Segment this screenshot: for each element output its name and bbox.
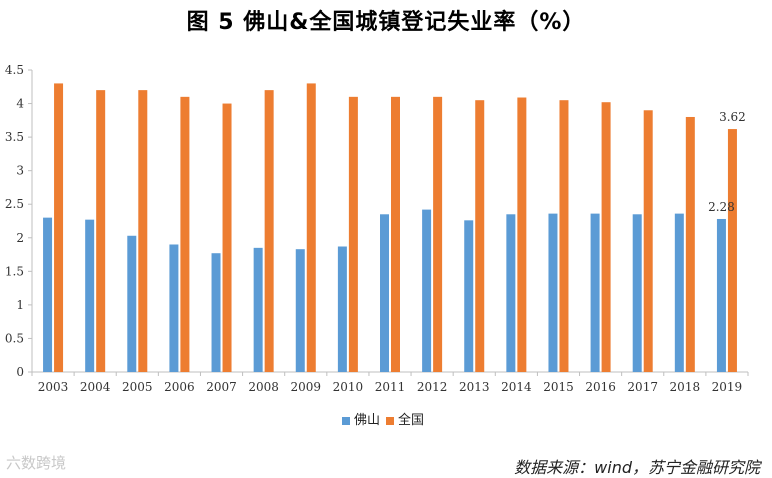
- bar-national-2003: [54, 83, 64, 372]
- bar-national-2018: [685, 116, 695, 372]
- x-tick-label: 2017: [627, 380, 658, 394]
- y-tick-label: 4: [16, 97, 24, 111]
- x-tick-label: 2012: [417, 380, 448, 394]
- watermark: 六数跨境: [6, 454, 67, 472]
- y-tick-label: 1: [16, 298, 24, 312]
- x-tick-label: 2013: [459, 380, 490, 394]
- bar-foshan-2003: [43, 217, 53, 372]
- bar-foshan-2017: [632, 214, 642, 372]
- bar-national-2005: [138, 90, 148, 372]
- x-tick-label: 2004: [80, 380, 111, 394]
- y-tick-label: 2: [16, 231, 24, 245]
- source-note: 数据来源：wind，苏宁金融研究院: [514, 458, 760, 477]
- bar-national-2017: [643, 110, 653, 373]
- x-tick-label: 2014: [501, 380, 532, 394]
- y-tick-label: 0.5: [5, 331, 24, 345]
- bar-foshan-2011: [380, 214, 389, 372]
- y-tick-label: 1.5: [5, 264, 24, 278]
- bar-national-2011: [391, 96, 400, 372]
- bar-foshan-2010: [337, 246, 347, 372]
- y-tick-label: 4.5: [5, 63, 24, 77]
- x-tick-label: 2005: [122, 380, 153, 394]
- bar-foshan-2004: [85, 219, 95, 372]
- bar-foshan-2005: [127, 235, 137, 372]
- x-tick-label: 2008: [248, 380, 279, 394]
- bar-foshan-2014: [506, 214, 516, 372]
- x-tick-label: 2019: [712, 380, 743, 394]
- y-tick-label: 3: [16, 164, 24, 178]
- legend-swatch-national: [386, 416, 394, 425]
- x-tick-label: 2003: [38, 380, 69, 394]
- x-tick-label: 2018: [670, 380, 701, 394]
- y-tick-label: 0: [16, 365, 24, 379]
- x-tick-label: 2007: [206, 380, 237, 394]
- bar-foshan-2018: [674, 213, 684, 372]
- bar-national-2016: [601, 102, 611, 373]
- bar-foshan-2015: [548, 213, 558, 372]
- y-tick-label: 2.5: [5, 197, 24, 211]
- bar-foshan-2009: [295, 249, 305, 372]
- data-label-foshan-2019: 2.28: [708, 200, 735, 214]
- bar-national-2004: [96, 90, 106, 372]
- legend-label-national: 全国: [398, 413, 425, 428]
- bar-foshan-2012: [422, 209, 432, 372]
- bar-foshan-2008: [253, 247, 263, 372]
- legend-label-foshan: 佛山: [354, 413, 381, 428]
- x-tick-label: 2009: [290, 380, 321, 394]
- bar-national-2006: [180, 96, 190, 372]
- legend-foshan: 佛山: [342, 409, 380, 428]
- bar-national-2013: [475, 100, 485, 372]
- x-tick-label: 2016: [585, 380, 616, 394]
- y-tick-label: 3.5: [5, 130, 24, 144]
- bar-national-2010: [348, 96, 358, 372]
- legend-swatch-foshan: [342, 416, 350, 425]
- bar-foshan-2019: [716, 218, 726, 372]
- x-tick-label: 2015: [543, 380, 574, 394]
- bar-foshan-2016: [590, 213, 600, 372]
- bar-foshan-2013: [464, 220, 474, 372]
- bar-national-2007: [222, 103, 232, 373]
- bar-national-2019: [727, 129, 737, 372]
- bar-foshan-2007: [211, 253, 221, 372]
- bar-national-2012: [433, 96, 443, 372]
- x-tick-label: 2010: [333, 380, 364, 394]
- x-tick-label: 2011: [375, 380, 406, 394]
- bar-national-2014: [517, 97, 527, 372]
- x-tick-label: 2006: [164, 380, 195, 394]
- bar-national-2009: [306, 83, 316, 372]
- chart-title: 图 5 佛山&全国城镇登记失业率（%）: [186, 10, 586, 35]
- data-label-national-2019: 3.62: [719, 110, 746, 124]
- bar-national-2008: [264, 90, 274, 372]
- bar-national-2015: [559, 100, 569, 372]
- bar-foshan-2006: [169, 244, 179, 372]
- legend-national: 全国: [386, 409, 424, 428]
